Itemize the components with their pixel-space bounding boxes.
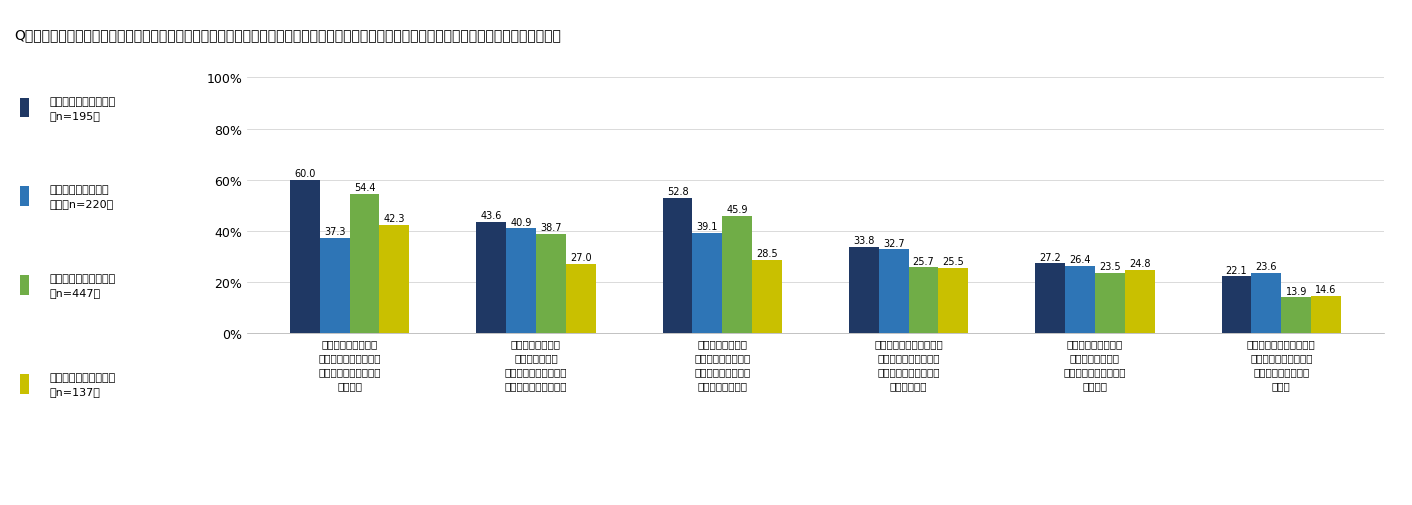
Text: 26.4: 26.4: [1069, 254, 1091, 264]
Text: タクシー乗り場で
待っていたが、
タクシーが来なかった
／なかなか来なかった: タクシー乗り場で 待っていたが、 タクシーが来なかった ／なかなか来なかった: [504, 338, 568, 390]
Text: 京都（京都府京都市）
（n=447）: 京都（京都府京都市） （n=447）: [49, 273, 116, 297]
Bar: [662, 198, 692, 333]
Text: 33.8: 33.8: [853, 235, 874, 245]
Bar: [1312, 296, 1341, 333]
Bar: [723, 216, 753, 333]
Bar: [908, 268, 939, 333]
Bar: [753, 261, 782, 333]
Bar: [20, 375, 30, 394]
Text: タクシー乗り場に
行列ができていて、
乗れなかった／なか
なか乗れなかった: タクシー乗り場に 行列ができていて、 乗れなかった／なか なか乗れなかった: [695, 338, 750, 390]
Text: 金沢（石川県金沢市）
（n=195）: 金沢（石川県金沢市） （n=195）: [49, 96, 116, 120]
Text: 23.5: 23.5: [1099, 262, 1121, 272]
Text: タクシー配車アプリで、
タクシーがつかまらな
かった／なかなかつか
まらなかった: タクシー配車アプリで、 タクシーがつかまらな かった／なかなかつか まらなかった: [874, 338, 943, 390]
Text: タクシー配車アプリで、
日時を指定して予約し
ようとしたができな
かった: タクシー配車アプリで、 日時を指定して予約し ようとしたができな かった: [1247, 338, 1316, 390]
Text: 鎌倉（神奈川県鎌倉
市）（n=220）: 鎌倉（神奈川県鎌倉 市）（n=220）: [49, 185, 114, 209]
Bar: [878, 250, 908, 333]
Bar: [319, 238, 350, 333]
Bar: [1281, 298, 1312, 333]
Bar: [20, 187, 30, 207]
Text: 14.6: 14.6: [1316, 284, 1337, 294]
Bar: [939, 268, 969, 333]
Text: 38.7: 38.7: [539, 223, 562, 233]
Bar: [1125, 270, 1155, 333]
Bar: [350, 194, 380, 333]
Text: 13.9: 13.9: [1285, 286, 1308, 296]
Text: 32.7: 32.7: [882, 238, 905, 248]
Text: 22.1: 22.1: [1226, 265, 1247, 275]
Bar: [1065, 266, 1094, 333]
Bar: [1221, 277, 1251, 333]
Bar: [289, 180, 319, 333]
Bar: [849, 247, 878, 333]
Text: タクシー配車アプリ
で配車できたが、
乗車までの待ち時間が
長かった: タクシー配車アプリ で配車できたが、 乗車までの待ち時間が 長かった: [1063, 338, 1127, 390]
Text: 40.9: 40.9: [510, 217, 532, 227]
Text: 24.8: 24.8: [1130, 258, 1151, 268]
Text: 那覇（沖縄県那覇市）
（n=137）: 那覇（沖縄県那覇市） （n=137）: [49, 372, 116, 396]
Text: 42.3: 42.3: [384, 214, 405, 224]
Bar: [1094, 273, 1125, 333]
Text: 27.2: 27.2: [1039, 252, 1060, 262]
Text: 52.8: 52.8: [666, 187, 689, 197]
Text: Q）エリア内での移動についてお伺いします。ゴールデンウィーク中にタクシーを利用しようとして困った経験はありましたか？（いくつでも）: Q）エリア内での移動についてお伺いします。ゴールデンウィーク中にタクシーを利用し…: [14, 28, 561, 42]
Text: 28.5: 28.5: [757, 249, 778, 259]
Bar: [505, 229, 537, 333]
Bar: [380, 225, 409, 333]
Bar: [692, 234, 723, 333]
Text: 45.9: 45.9: [726, 205, 748, 215]
Text: 54.4: 54.4: [354, 183, 376, 193]
Bar: [476, 222, 505, 333]
Text: 60.0: 60.0: [294, 169, 315, 178]
Bar: [537, 235, 566, 333]
Text: 37.3: 37.3: [323, 226, 346, 236]
Bar: [1035, 264, 1065, 333]
Text: 27.0: 27.0: [570, 252, 592, 263]
Bar: [1251, 273, 1281, 333]
Text: 路上（流し）でタク
シーがつかまらなかっ
た／なかなかつかまら
なかった: 路上（流し）でタク シーがつかまらなかっ た／なかなかつかまら なかった: [318, 338, 381, 390]
Text: 25.5: 25.5: [942, 257, 964, 267]
Text: 39.1: 39.1: [696, 222, 719, 232]
Bar: [566, 265, 596, 333]
Bar: [20, 276, 30, 295]
Bar: [20, 99, 30, 118]
Text: 23.6: 23.6: [1255, 262, 1276, 271]
Text: 43.6: 43.6: [480, 211, 501, 220]
Text: 25.7: 25.7: [912, 256, 935, 266]
